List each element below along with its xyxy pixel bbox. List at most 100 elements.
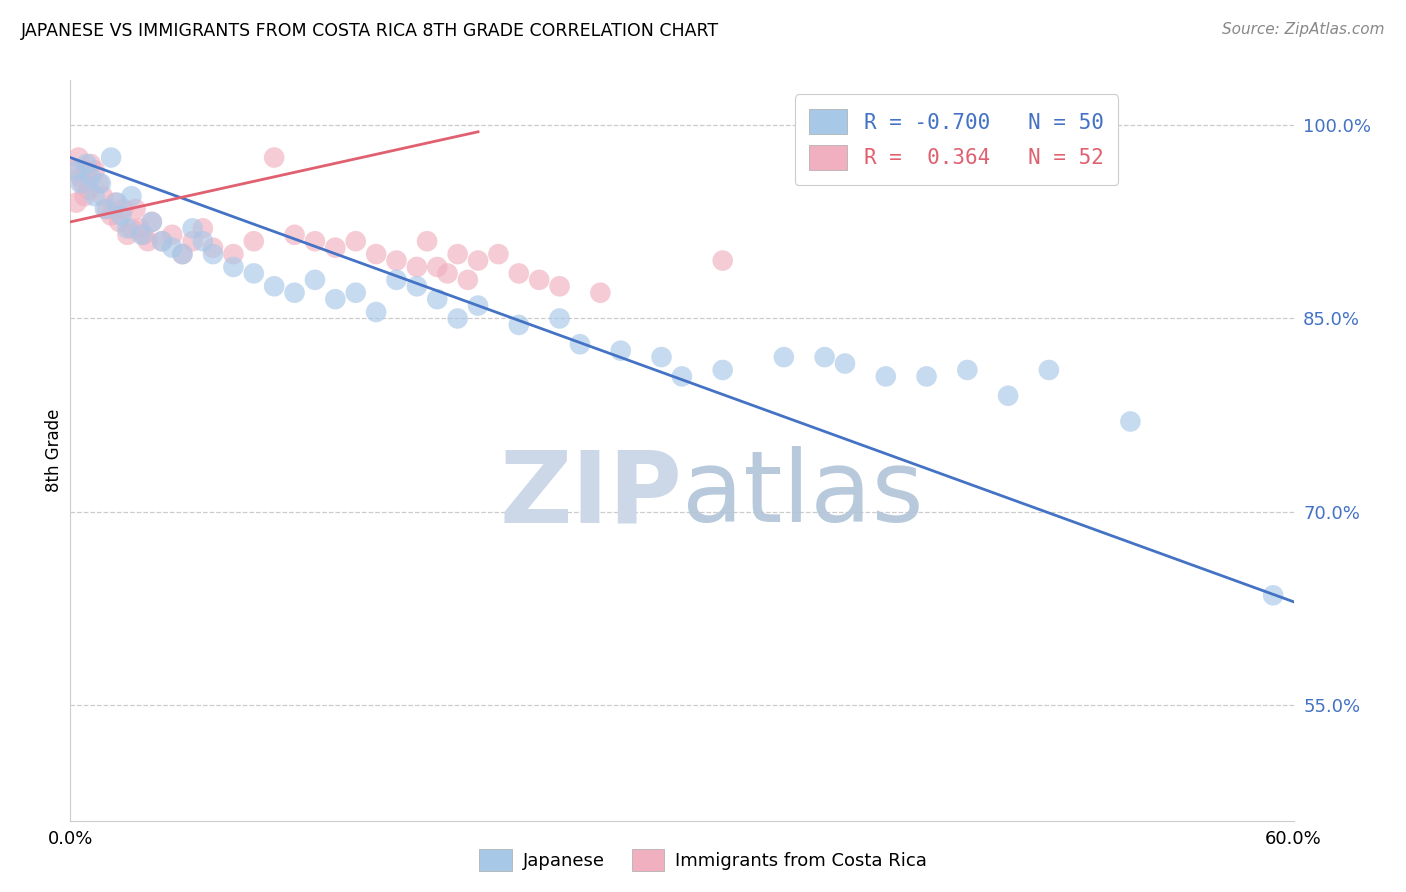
- Point: [141, 215, 163, 229]
- Point: [406, 260, 429, 274]
- Point: [191, 221, 214, 235]
- Point: [121, 221, 143, 235]
- Text: JAPANESE VS IMMIGRANTS FROM COSTA RICA 8TH GRADE CORRELATION CHART: JAPANESE VS IMMIGRANTS FROM COSTA RICA 8…: [21, 22, 720, 40]
- Point: [172, 247, 194, 261]
- Point: [110, 209, 132, 223]
- Point: [366, 247, 388, 261]
- Point: [108, 215, 131, 229]
- Point: [447, 311, 470, 326]
- Point: [94, 202, 117, 216]
- Point: [304, 273, 326, 287]
- Point: [79, 157, 103, 171]
- Point: [136, 234, 159, 248]
- Point: [650, 350, 672, 364]
- Point: [121, 189, 143, 203]
- Y-axis label: 8th Grade: 8th Grade: [45, 409, 63, 492]
- Point: [406, 279, 429, 293]
- Point: [67, 151, 90, 165]
- Point: [508, 318, 530, 332]
- Point: [263, 279, 285, 293]
- Point: [162, 227, 183, 242]
- Point: [1119, 415, 1142, 429]
- Point: [568, 337, 592, 351]
- Point: [162, 241, 183, 255]
- Point: [77, 183, 100, 197]
- Point: [671, 369, 693, 384]
- Point: [436, 267, 458, 281]
- Point: [100, 209, 122, 223]
- Point: [813, 350, 835, 364]
- Legend: Japanese, Immigrants from Costa Rica: Japanese, Immigrants from Costa Rica: [472, 842, 934, 879]
- Point: [76, 157, 98, 171]
- Legend: R = -0.700   N = 50, R =  0.364   N = 52: R = -0.700 N = 50, R = 0.364 N = 52: [794, 95, 1118, 185]
- Point: [773, 350, 796, 364]
- Point: [105, 195, 128, 210]
- Point: [222, 260, 245, 274]
- Point: [172, 247, 194, 261]
- Point: [243, 234, 266, 248]
- Point: [73, 189, 96, 203]
- Text: atlas: atlas: [682, 446, 924, 543]
- Point: [323, 241, 347, 255]
- Point: [385, 273, 408, 287]
- Point: [915, 369, 938, 384]
- Point: [131, 227, 153, 242]
- Point: [79, 169, 103, 184]
- Text: ZIP: ZIP: [499, 446, 682, 543]
- Point: [112, 202, 135, 216]
- Point: [467, 299, 489, 313]
- Point: [1263, 588, 1285, 602]
- Point: [508, 267, 530, 281]
- Point: [529, 273, 551, 287]
- Point: [447, 247, 470, 261]
- Point: [304, 234, 326, 248]
- Point: [385, 253, 408, 268]
- Point: [65, 195, 87, 210]
- Point: [284, 227, 307, 242]
- Point: [76, 163, 98, 178]
- Point: [711, 363, 734, 377]
- Point: [548, 279, 571, 293]
- Point: [181, 234, 204, 248]
- Point: [222, 247, 245, 261]
- Point: [124, 202, 146, 216]
- Point: [96, 202, 118, 216]
- Point: [132, 227, 155, 242]
- Point: [426, 260, 449, 274]
- Point: [117, 227, 139, 242]
- Point: [875, 369, 897, 384]
- Point: [150, 234, 173, 248]
- Point: [344, 285, 367, 300]
- Point: [426, 292, 449, 306]
- Point: [323, 292, 347, 306]
- Text: Source: ZipAtlas.com: Source: ZipAtlas.com: [1222, 22, 1385, 37]
- Point: [90, 176, 112, 190]
- Point: [83, 163, 105, 178]
- Point: [65, 163, 87, 178]
- Point: [69, 176, 91, 190]
- Point: [128, 221, 150, 235]
- Point: [100, 151, 122, 165]
- Point: [1038, 363, 1060, 377]
- Point: [83, 189, 105, 203]
- Point: [589, 285, 612, 300]
- Point: [87, 176, 110, 190]
- Point: [956, 363, 979, 377]
- Point: [284, 285, 307, 300]
- Point: [72, 176, 94, 190]
- Point: [416, 234, 439, 248]
- Point: [243, 267, 266, 281]
- Point: [191, 234, 214, 248]
- Point: [104, 195, 127, 210]
- Point: [202, 247, 225, 261]
- Point: [117, 221, 139, 235]
- Point: [488, 247, 510, 261]
- Point: [548, 311, 571, 326]
- Point: [366, 305, 388, 319]
- Point: [344, 234, 367, 248]
- Point: [141, 215, 163, 229]
- Point: [63, 163, 86, 178]
- Point: [263, 151, 285, 165]
- Point: [181, 221, 204, 235]
- Point: [91, 189, 114, 203]
